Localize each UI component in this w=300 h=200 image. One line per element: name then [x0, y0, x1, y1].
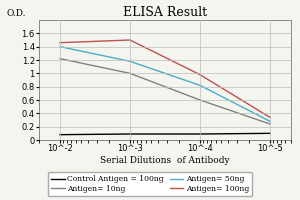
- Antigen= 50ng: [268, 120, 272, 123]
- Antigen= 100ng: [128, 39, 132, 41]
- Antigen= 50ng: [58, 45, 62, 48]
- Line: Antigen= 100ng: Antigen= 100ng: [60, 40, 270, 117]
- Control Antigen = 100ng: [268, 132, 272, 135]
- X-axis label: Serial Dilutions  of Antibody: Serial Dilutions of Antibody: [100, 156, 230, 165]
- Antigen= 100ng: [198, 73, 202, 76]
- Antigen= 50ng: [128, 60, 132, 63]
- Title: ELISA Result: ELISA Result: [123, 6, 207, 19]
- Antigen= 100ng: [58, 41, 62, 44]
- Control Antigen = 100ng: [58, 133, 62, 136]
- Text: O.D.: O.D.: [6, 9, 26, 18]
- Antigen= 50ng: [198, 84, 202, 87]
- Antigen= 10ng: [58, 57, 62, 60]
- Control Antigen = 100ng: [198, 133, 202, 135]
- Antigen= 10ng: [198, 99, 202, 101]
- Control Antigen = 100ng: [128, 133, 132, 135]
- Antigen= 10ng: [128, 72, 132, 75]
- Antigen= 100ng: [268, 116, 272, 119]
- Line: Antigen= 10ng: Antigen= 10ng: [60, 59, 270, 124]
- Line: Antigen= 50ng: Antigen= 50ng: [60, 47, 270, 121]
- Legend: Control Antigen = 100ng, Antigen= 10ng, Antigen= 50ng, Antigen= 100ng: Control Antigen = 100ng, Antigen= 10ng, …: [48, 172, 252, 196]
- Line: Control Antigen = 100ng: Control Antigen = 100ng: [60, 133, 270, 135]
- Antigen= 10ng: [268, 123, 272, 125]
